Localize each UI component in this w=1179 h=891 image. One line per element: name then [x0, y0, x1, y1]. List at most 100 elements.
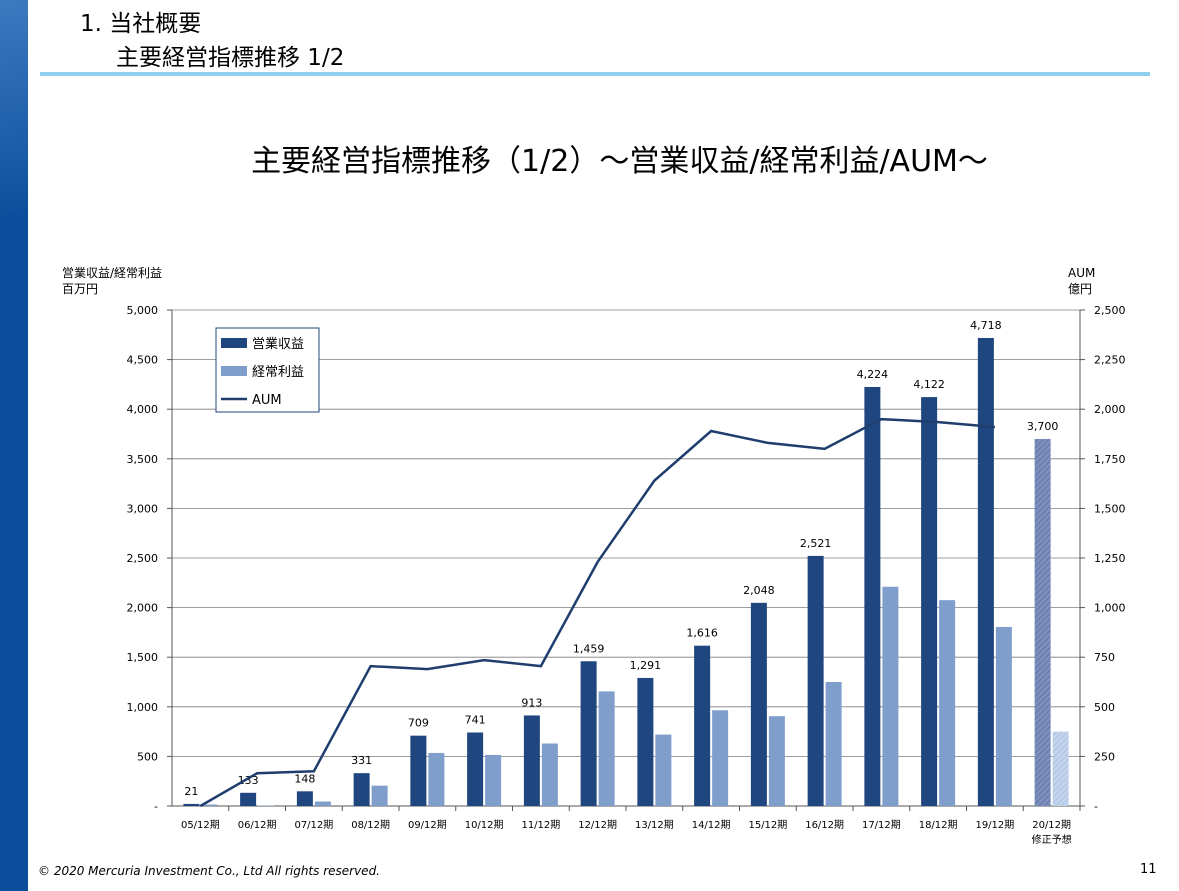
x-tick-label: 19/12期	[975, 819, 1014, 831]
data-label-operating-revenue: 709	[408, 717, 429, 730]
y-left-axis-title: 営業収益/経常利益	[62, 266, 162, 280]
x-tick-label: 09/12期	[408, 819, 447, 831]
y-right-tick-label: 2,500	[1094, 304, 1126, 317]
y-left-tick-label: 2,000	[127, 602, 159, 615]
y-left-tick-label: 5,000	[127, 304, 159, 317]
x-tick-label: 15/12期	[748, 819, 787, 831]
bar-ordinary-profit	[598, 691, 615, 806]
bar-ordinary-profit	[428, 752, 445, 806]
y-left-tick-label: 4,500	[127, 354, 159, 367]
y-left-tick-label: 2,500	[127, 552, 159, 565]
y-right-tick-label: -	[1094, 800, 1098, 813]
x-tick-label: 06/12期	[238, 819, 277, 831]
bar-operating-revenue	[467, 732, 484, 806]
line-aum	[199, 417, 995, 808]
bar-ordinary-profit	[314, 801, 331, 806]
data-label-operating-revenue: 4,224	[857, 368, 889, 381]
y-right-tick-label: 1,500	[1094, 502, 1126, 515]
y-right-tick-label: 750	[1094, 651, 1115, 664]
x-tick-label: 11/12期	[521, 819, 560, 831]
data-label-operating-revenue: 741	[465, 713, 486, 726]
chart-title: 主要経営指標推移（1/2）～営業収益/経常利益/AUM～	[251, 144, 988, 179]
x-tick-label: 18/12期	[919, 819, 958, 831]
data-label-operating-revenue: 1,459	[573, 642, 605, 655]
legend-swatch-operating-revenue	[221, 338, 247, 348]
data-label-operating-revenue: 331	[351, 754, 372, 767]
y-right-axis-unit: 億円	[1068, 282, 1092, 296]
bar-operating-revenue	[750, 602, 767, 806]
left-accent-band	[0, 0, 28, 891]
section-subtitle: 主要経営指標推移 1/2	[116, 45, 345, 71]
bar-operating-revenue	[694, 645, 711, 806]
data-label-operating-revenue: 148	[294, 772, 315, 785]
legend-label-aum: AUM	[252, 393, 282, 408]
legend-label-operating-revenue: 営業収益	[252, 336, 304, 352]
y-right-tick-label: 1,750	[1094, 453, 1126, 466]
y-left-tick-label: 3,500	[127, 453, 159, 466]
bar-operating-revenue	[1034, 438, 1051, 806]
y-left-tick-label: 3,000	[127, 502, 159, 515]
bar-operating-revenue	[410, 735, 427, 806]
bar-operating-revenue	[637, 677, 654, 806]
title-divider	[40, 72, 1150, 76]
bar-ordinary-profit	[1052, 731, 1069, 806]
x-tick-label: 10/12期	[465, 819, 504, 831]
y-right-tick-label: 1,250	[1094, 552, 1126, 565]
data-label-operating-revenue: 913	[521, 696, 542, 709]
section-heading: 1. 当社概要	[80, 11, 202, 37]
bar-ordinary-profit	[995, 626, 1012, 806]
y-right-tick-label: 1,000	[1094, 602, 1126, 615]
x-tick-label: 14/12期	[692, 819, 731, 831]
data-label-operating-revenue: 21	[184, 785, 198, 798]
bar-ordinary-profit	[768, 716, 785, 806]
y-right-tick-label: 250	[1094, 750, 1115, 763]
bar-ordinary-profit	[825, 682, 842, 806]
copyright-footer: © 2020 Mercuria Investment Co., Ltd All …	[38, 864, 380, 878]
bar-ordinary-profit	[371, 785, 388, 806]
bar-operating-revenue	[296, 791, 313, 806]
data-label-operating-revenue: 1,616	[686, 627, 718, 640]
y-left-axis-unit: 百万円	[62, 282, 98, 296]
bar-operating-revenue	[807, 555, 824, 806]
x-tick-label: 16/12期	[805, 819, 844, 831]
data-label-operating-revenue: 2,048	[743, 584, 775, 597]
bar-operating-revenue	[977, 337, 994, 806]
bar-operating-revenue	[353, 773, 370, 806]
data-label-operating-revenue: 2,521	[800, 537, 832, 550]
bar-ordinary-profit	[541, 743, 558, 806]
y-right-tick-label: 2,000	[1094, 403, 1126, 416]
bar-operating-revenue	[523, 715, 540, 806]
x-tick-label: 07/12期	[294, 819, 333, 831]
x-tick-label: 20/12期	[1032, 819, 1071, 831]
data-label-operating-revenue: 3,700	[1027, 420, 1059, 433]
page-number: 11	[1140, 862, 1157, 877]
bar-ordinary-profit	[655, 734, 672, 806]
x-tick-label: 08/12期	[351, 819, 390, 831]
y-left-tick-label: -	[154, 800, 158, 813]
x-tick-sublabel: 修正予想	[1032, 833, 1072, 846]
bar-operating-revenue	[240, 792, 257, 806]
y-left-tick-label: 500	[137, 750, 158, 763]
bar-operating-revenue	[921, 397, 938, 806]
y-right-tick-label: 2,250	[1094, 354, 1126, 367]
y-left-tick-label: 4,000	[127, 403, 159, 416]
y-right-tick-label: 500	[1094, 701, 1115, 714]
x-tick-label: 17/12期	[862, 819, 901, 831]
bar-operating-revenue	[183, 803, 200, 806]
y-left-tick-label: 1,500	[127, 651, 159, 664]
data-label-operating-revenue: 1,291	[630, 659, 662, 672]
x-tick-label: 12/12期	[578, 819, 617, 831]
x-tick-label: 05/12期	[181, 819, 220, 831]
bar-ordinary-profit	[201, 804, 218, 806]
bar-operating-revenue	[580, 661, 597, 806]
data-label-operating-revenue: 133	[238, 774, 259, 787]
legend-swatch-ordinary-profit	[221, 366, 247, 376]
bar-ordinary-profit	[485, 754, 502, 806]
bar-operating-revenue	[864, 386, 881, 806]
x-tick-label: 13/12期	[635, 819, 674, 831]
y-right-axis-title: AUM	[1068, 266, 1095, 280]
legend-label-ordinary-profit: 経常利益	[252, 365, 304, 380]
data-label-operating-revenue: 4,718	[970, 319, 1002, 332]
y-left-tick-label: 1,000	[127, 701, 159, 714]
